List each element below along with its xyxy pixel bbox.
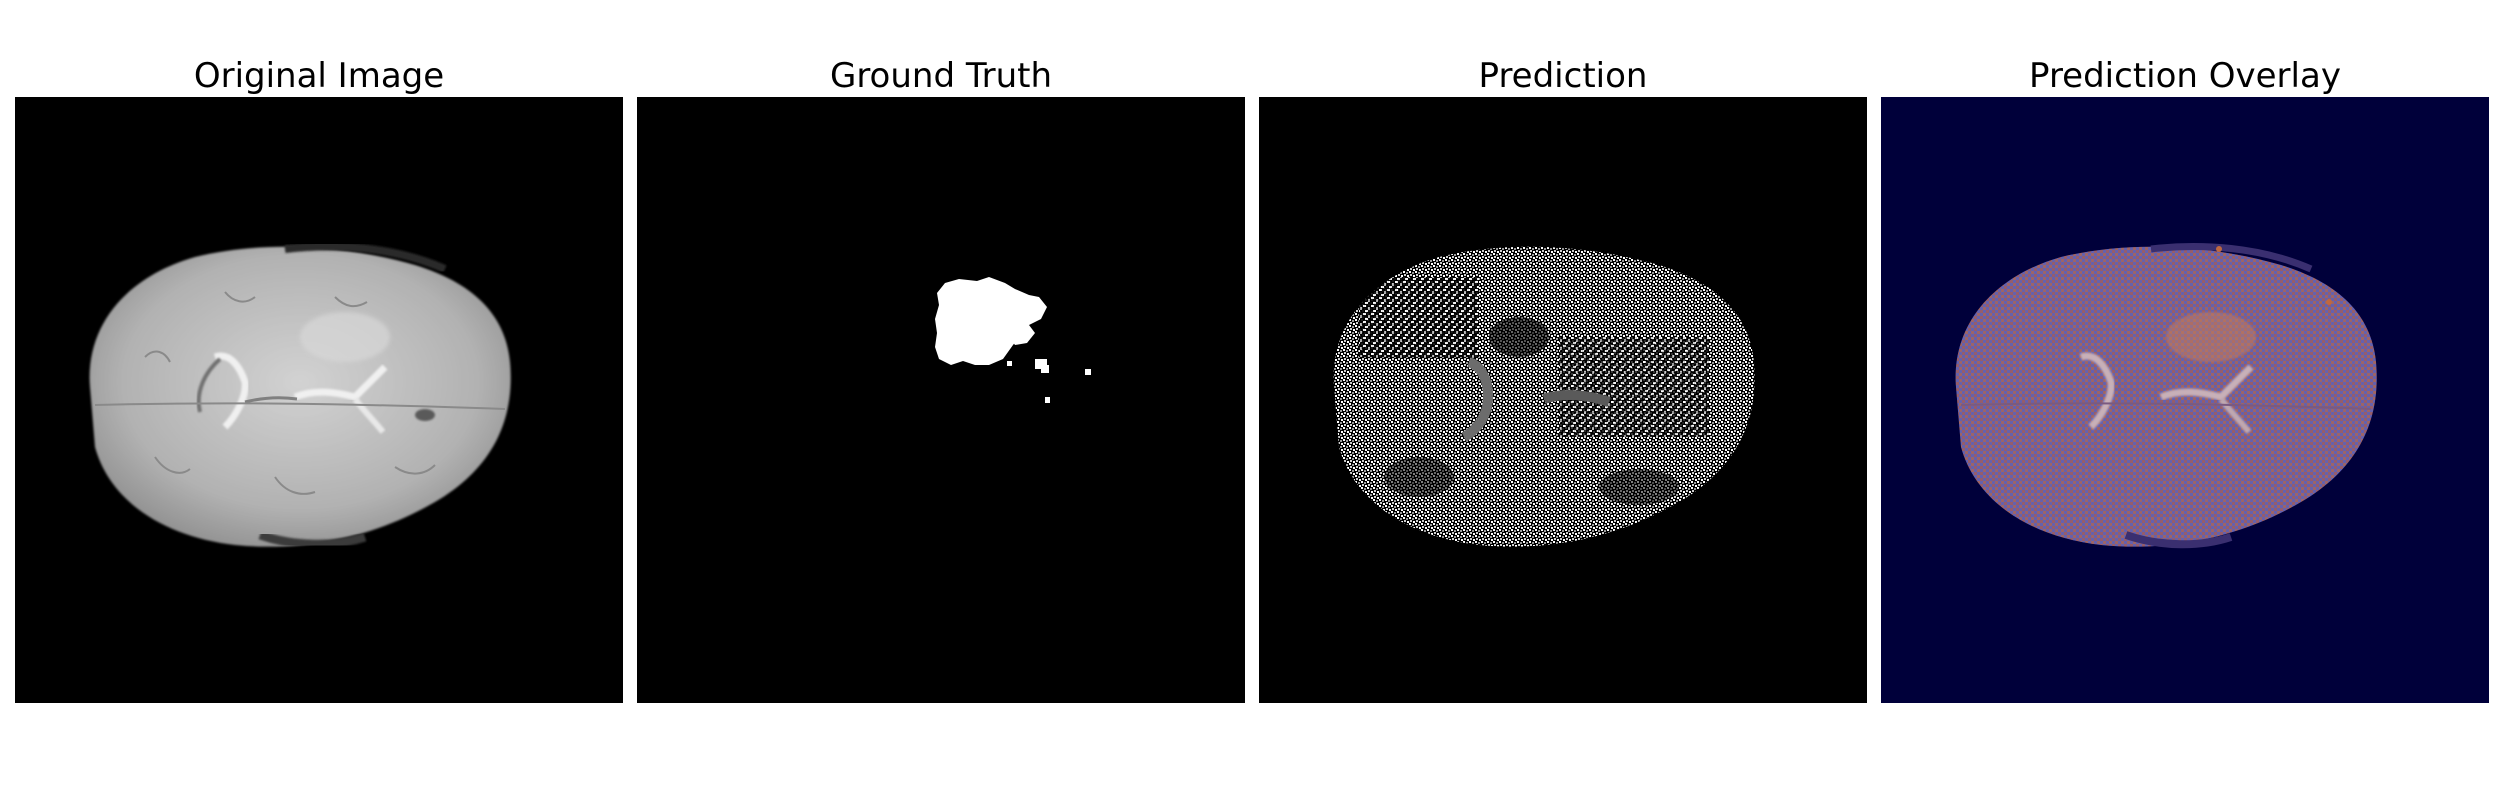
brain-scan	[89, 242, 511, 549]
overlay-brain	[1955, 246, 2377, 547]
tumor-mask	[935, 277, 1091, 403]
prediction-noise	[1333, 246, 1755, 547]
ground-truth-background	[637, 97, 1245, 703]
prediction-mask	[1259, 97, 1867, 703]
panel-title-prediction-overlay: Prediction Overlay	[2029, 56, 2341, 96]
original-image	[15, 97, 623, 703]
panel-ground-truth: Ground Truth	[637, 0, 1245, 800]
panel-title-prediction: Prediction	[1478, 56, 1648, 96]
panel-title-ground-truth: Ground Truth	[829, 56, 1053, 96]
panel-prediction: Prediction	[1259, 0, 1867, 800]
panel-original-image: Original Image	[15, 0, 623, 800]
panel-prediction-overlay: Prediction Overlay	[1881, 0, 2489, 800]
prediction-overlay	[1881, 97, 2489, 703]
panel-title-original-image: Original Image	[193, 56, 445, 96]
ground-truth-mask	[637, 97, 1245, 703]
